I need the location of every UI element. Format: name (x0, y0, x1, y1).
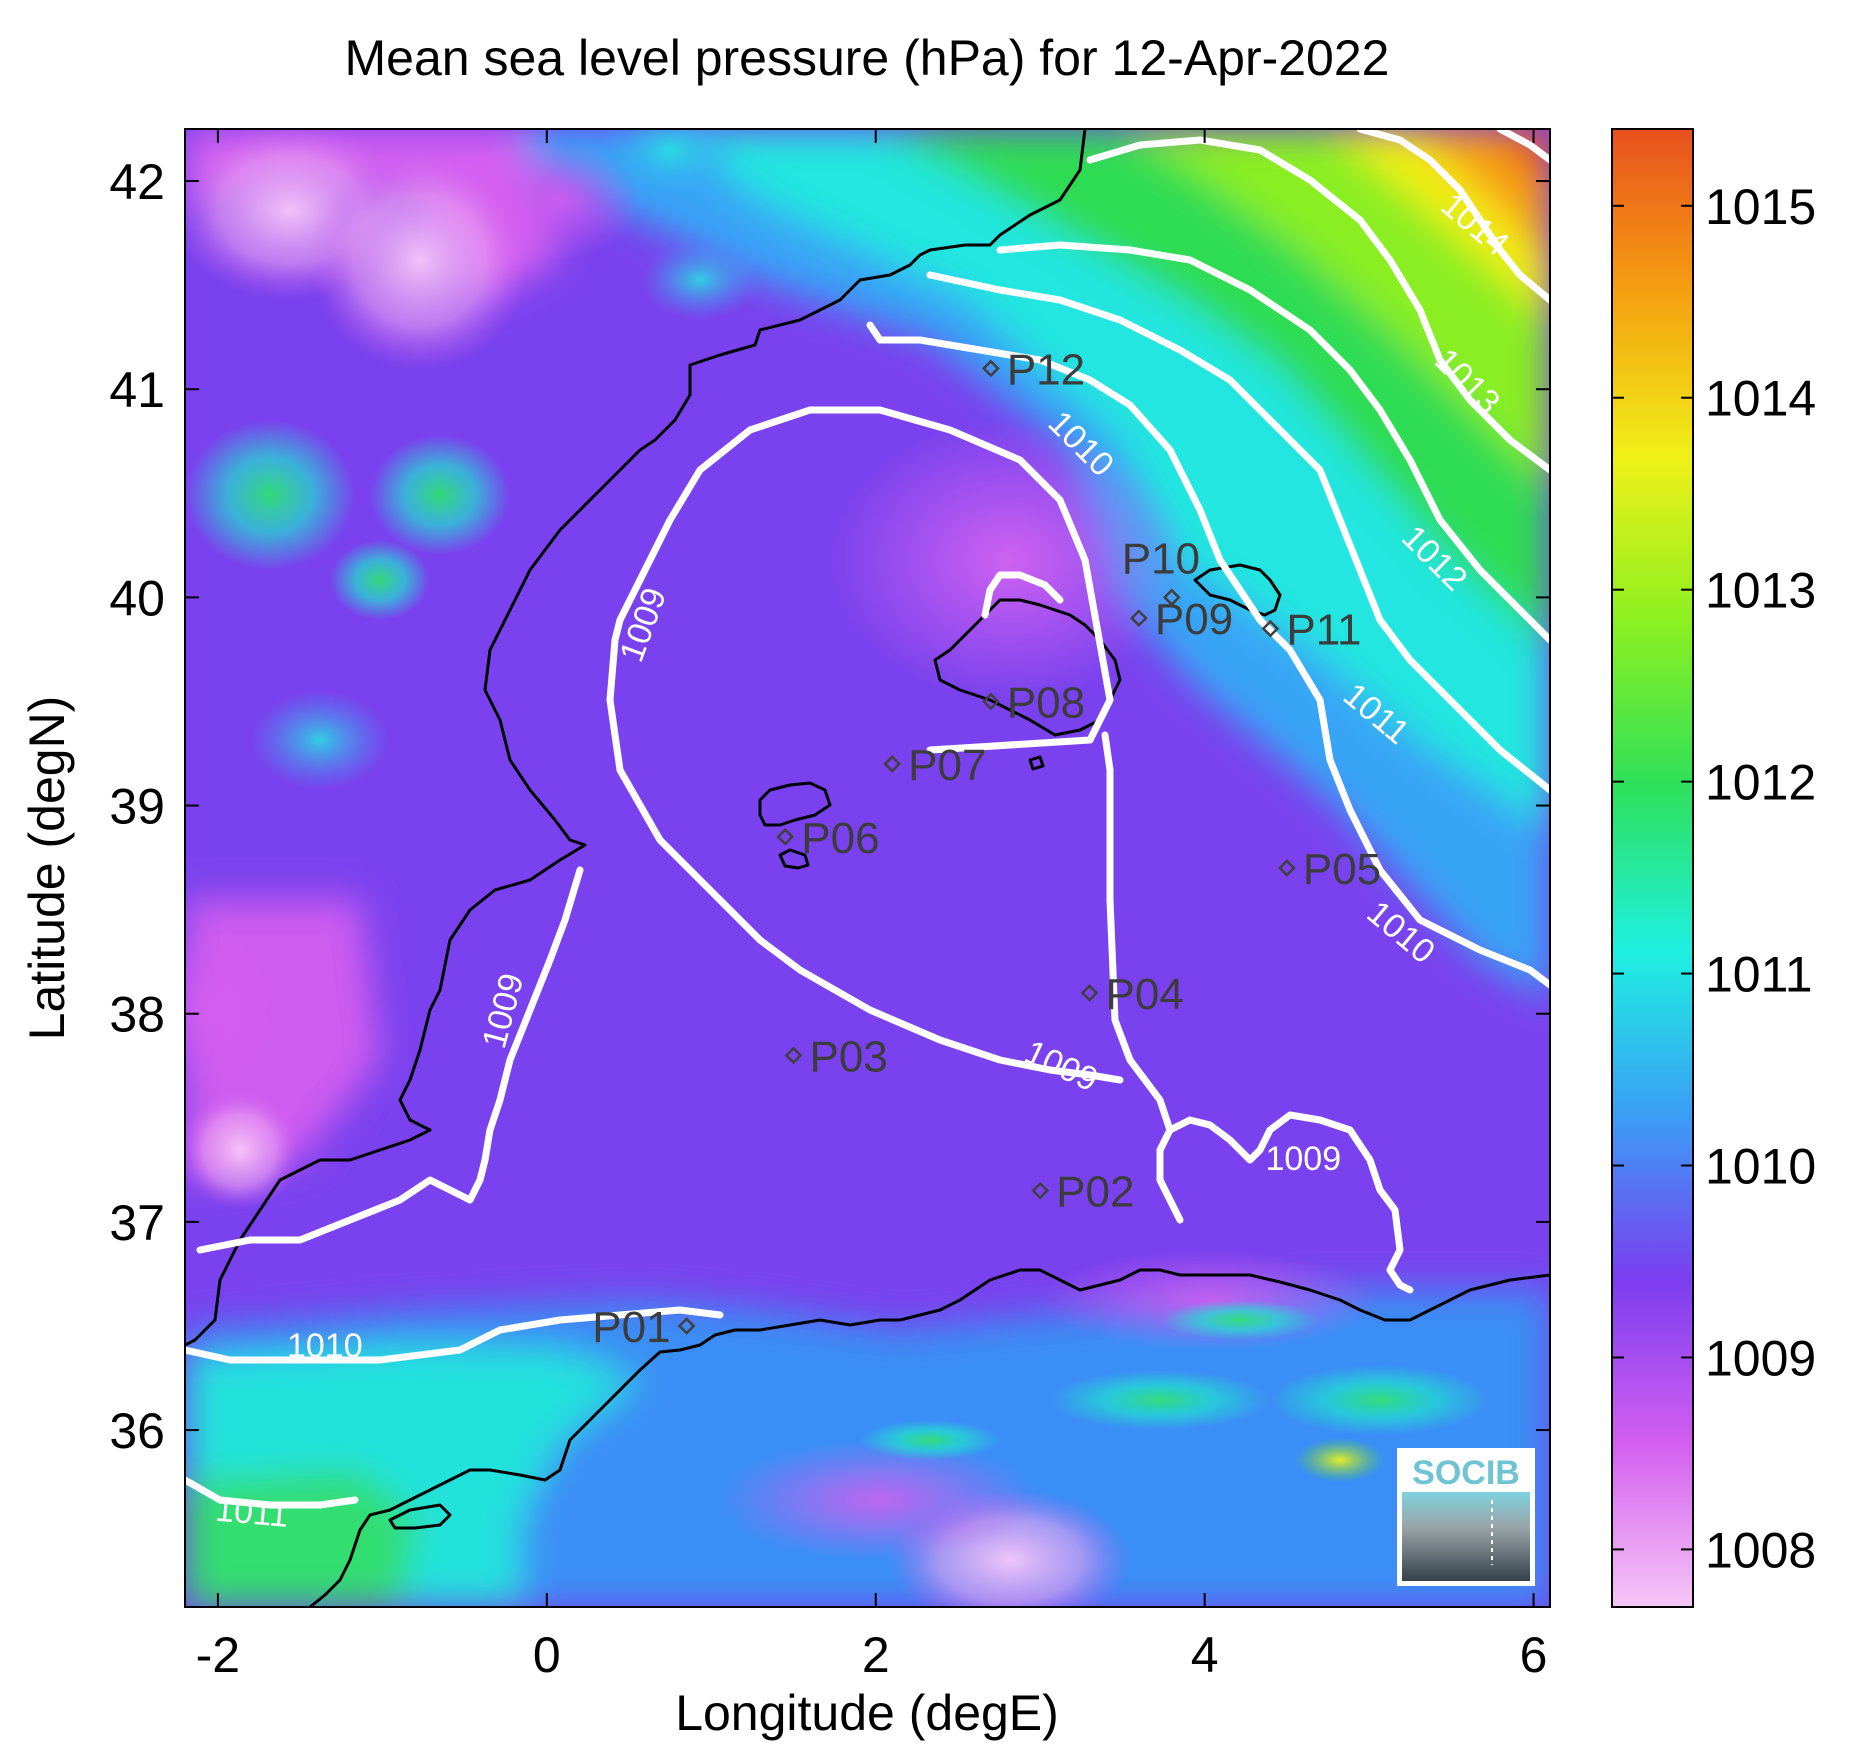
station-p11: P11 (1261, 606, 1361, 655)
station-marker (1130, 609, 1148, 628)
station-label: P10 (1122, 534, 1200, 583)
x-tick-label: 0 (533, 1627, 561, 1683)
x-axis-label: Longitude (degE) (675, 1685, 1059, 1741)
station-marker (677, 1317, 696, 1335)
y-tick-label: 42 (109, 154, 165, 210)
colorbar-tick-label: 1008 (1705, 1522, 1816, 1578)
colorbar-tick-label: 1014 (1705, 371, 1816, 427)
socib-logo-image (1402, 1492, 1530, 1581)
stations: P01 P02 P03 P04 P05 P06 P07 P08 P09 P10 P11 P12 (592, 345, 1381, 1352)
chart-title: Mean sea level pressure (hPa) for 12-Apr… (345, 30, 1390, 86)
coastline-cabrera (1028, 755, 1045, 771)
map-frame (184, 128, 1551, 1608)
map-panel: 1009100910091009101010101010101110111012… (185, 129, 1550, 1607)
station-label: P12 (1007, 345, 1085, 394)
colorbar: 1008 1009 1010 1011 1012 1013 1014 1015 (1611, 128, 1816, 1608)
station-p04: P04 (1080, 970, 1184, 1019)
coastline-mallorca (933, 598, 1122, 737)
station-label: P02 (1056, 1168, 1134, 1217)
station-p05: P05 (1278, 845, 1381, 894)
isobars (185, 129, 1550, 1509)
station-p12: P12 (982, 345, 1085, 394)
y-tick-label: 37 (109, 1195, 165, 1251)
station-p03: P03 (784, 1032, 888, 1081)
contour-label: 1011 (214, 1491, 290, 1535)
isobar-1009-loop (606, 406, 1124, 1084)
station-label: P05 (1303, 845, 1381, 894)
station-marker (784, 1046, 803, 1065)
contour-label: 1009 (1265, 1140, 1341, 1178)
isobar-1014 (1356, 129, 1550, 304)
coastline-iberia (185, 129, 1087, 1347)
station-p01: P01 (592, 1303, 696, 1352)
socib-logo-text: SOCIB (1412, 1454, 1520, 1492)
colorbar-gradient (1611, 128, 1694, 1608)
station-label: P03 (809, 1032, 887, 1081)
station-marker (982, 359, 1000, 378)
y-tick-label: 39 (109, 779, 165, 835)
station-marker (1162, 588, 1181, 607)
x-axis: -2 0 2 4 6 (196, 129, 1548, 1683)
coastline-ibiza (758, 781, 832, 827)
isobar-1012 (996, 241, 1550, 644)
station-marker (1080, 984, 1099, 1002)
isobar-1009-se (1166, 1111, 1414, 1294)
station-label: P04 (1106, 970, 1184, 1019)
y-tick-label: 40 (109, 570, 165, 626)
isobar-1011-north (926, 271, 1550, 794)
coastline-menorca (1193, 563, 1282, 617)
isobar-1015 (1496, 129, 1550, 164)
y-axis: 36 37 38 39 40 41 42 (109, 154, 1550, 1459)
coastline-formentera (778, 848, 810, 870)
station-label: P08 (1007, 678, 1085, 727)
x-tick-label: 4 (1191, 1627, 1219, 1683)
contour-label: 1010 (287, 1327, 363, 1365)
station-label: P01 (592, 1303, 670, 1352)
land-texture (185, 129, 1490, 1607)
coastline-alboran (388, 1503, 452, 1530)
x-tick-label: 2 (862, 1627, 890, 1683)
station-p07: P07 (883, 741, 986, 790)
station-label: P06 (801, 814, 879, 863)
station-marker (1278, 859, 1296, 877)
isobar-1010-sw (185, 1306, 724, 1364)
y-tick-label: 41 (109, 362, 165, 418)
isobar-1009-west (196, 866, 584, 1254)
station-p02: P02 (1031, 1168, 1134, 1217)
station-p08: P08 (982, 678, 1085, 727)
colorbar-tick-label: 1010 (1705, 1139, 1816, 1195)
socib-logo: SOCIB (1397, 1448, 1535, 1586)
y-tick-label: 38 (109, 987, 165, 1043)
station-p09: P09 (1130, 595, 1233, 644)
station-marker (776, 827, 795, 846)
isobar-1011-sw (185, 1476, 359, 1509)
y-axis-label: Latitude (degN) (19, 696, 75, 1041)
x-tick-label: -2 (196, 1627, 240, 1683)
station-label: P07 (908, 741, 986, 790)
station-p10: P10 (1122, 534, 1200, 607)
y-tick-label: 36 (109, 1403, 165, 1459)
station-marker (883, 755, 902, 773)
x-tick-label: 6 (1520, 1627, 1548, 1683)
coastlines (185, 129, 1550, 1607)
colorbar-tick-label: 1015 (1705, 179, 1816, 235)
colorbar-tick-label: 1012 (1705, 755, 1816, 811)
isobar-1010-north (866, 321, 1550, 989)
coastline-africa (309, 1268, 1550, 1607)
colorbar-tick-label: 1011 (1705, 947, 1813, 1003)
station-marker (982, 692, 1000, 711)
isobar-1009-east (1101, 731, 1184, 1224)
station-p06: P06 (776, 814, 880, 863)
station-marker (1031, 1181, 1050, 1200)
station-label: P09 (1155, 595, 1233, 644)
colorbar-tick-label: 1013 (1705, 563, 1816, 619)
colorbar-tick-label: 1009 (1705, 1330, 1816, 1386)
isobar-1013 (1086, 136, 1550, 474)
station-marker (1261, 619, 1280, 638)
isobar-1009-small (981, 571, 1064, 619)
station-label: P11 (1286, 606, 1361, 655)
